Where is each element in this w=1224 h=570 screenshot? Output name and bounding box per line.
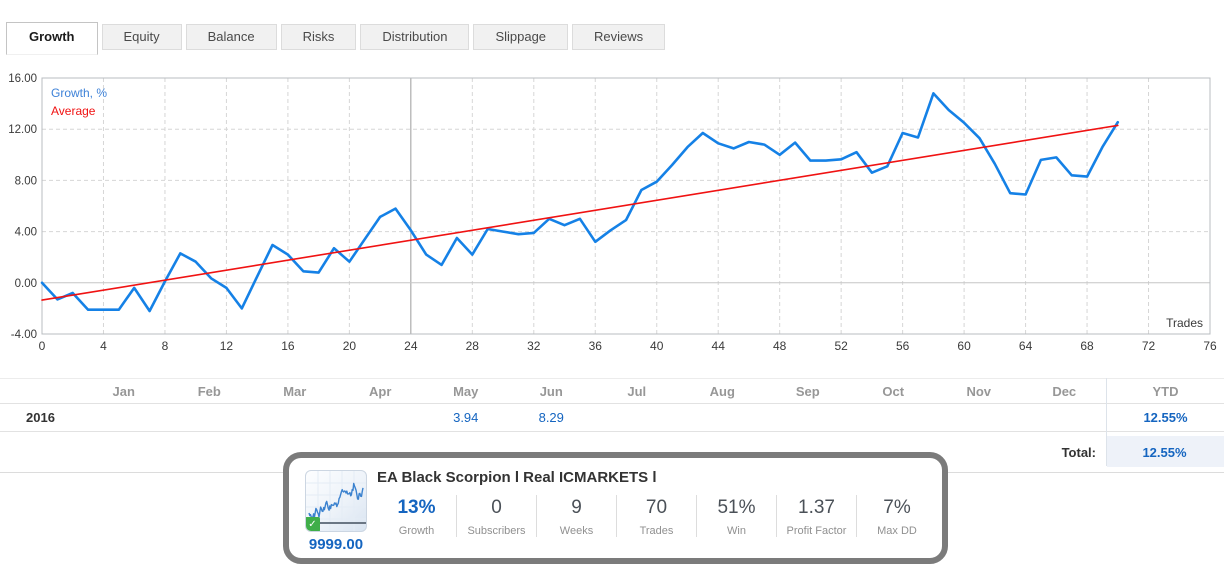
stat-label: Trades [639,525,674,537]
svg-text:64: 64 [1019,339,1033,353]
svg-text:16: 16 [281,339,295,353]
stat-label: Win [727,525,746,537]
svg-text:68: 68 [1080,339,1094,353]
total-ytd-value: 12.55% [1142,444,1187,460]
svg-text:32: 32 [527,339,541,353]
svg-text:48: 48 [773,339,787,353]
tab-distribution[interactable]: Distribution [360,24,470,50]
stat-value: 13% [397,497,436,518]
verified-check-icon: ✓ [306,517,320,531]
svg-text:52: 52 [834,339,848,353]
stat-profit-factor: 1.37 Profit Factor [777,495,857,537]
svg-text:Growth, %: Growth, % [51,86,107,100]
stat-value: 0 [491,497,502,518]
tab-bar: Growth Equity Balance Risks Distribution Slip… [6,22,669,55]
svg-text:28: 28 [466,339,480,353]
tab-equity[interactable]: Equity [101,24,182,50]
month-header-cell: Jun [539,383,563,399]
table-border-top [0,378,1224,379]
svg-text:-4.00: -4.00 [11,329,37,341]
svg-text:72: 72 [1142,339,1156,353]
stat-label: Max DD [877,525,917,537]
signal-title[interactable]: EA Black Scorpion l Real ICMARKETS l [377,469,657,486]
svg-text:12.00: 12.00 [8,124,37,136]
stat-trades: 70 Trades [617,495,697,537]
month-header-cell: Nov [966,383,992,399]
ytd-column-separator [1106,378,1107,466]
signal-stats-row: 13% Growth 0 Subscribers 9 Weeks 70 Trades 51% Wi… [377,495,937,537]
svg-text:60: 60 [957,339,971,353]
table-row: 2016 3.94 8.29 12.55% [0,406,1224,428]
svg-text:4.00: 4.00 [15,227,37,239]
tab-risks[interactable]: Risks [280,24,357,50]
stat-win: 51% Win [697,495,777,537]
svg-text:40: 40 [650,339,664,353]
stat-label: Weeks [559,525,594,537]
stat-value: 70 [645,497,668,518]
svg-text:8: 8 [162,339,169,353]
month-value-cell: 3.94 [453,409,479,425]
tab-slippage[interactable]: Slippage [473,24,569,50]
month-header-cell: Aug [709,383,735,399]
month-header-cell: Mar [283,383,307,399]
stat-subscribers: 0 Subscribers [457,495,537,537]
stat-weeks: 9 Weeks [537,495,617,537]
stat-value: 9 [571,497,582,518]
tab-reviews[interactable]: Reviews [572,24,666,50]
svg-text:8.00: 8.00 [15,175,37,187]
svg-text:36: 36 [589,339,603,353]
signal-widget-card[interactable]: ✓ 9999.00 EA Black Scorpion l Real ICMAR… [283,452,948,564]
svg-text:20: 20 [343,339,357,353]
stat-label: Growth [398,525,435,537]
month-header-cell: Jan [112,383,135,399]
ytd-value-cell: 12.55% [1143,409,1188,425]
svg-text:Trades: Trades [1166,316,1203,330]
month-header-cell: Feb [197,383,221,399]
svg-text:0: 0 [39,339,46,353]
stat-value: 1.37 [798,497,835,518]
month-header-cell: Dec [1052,383,1077,399]
table-total-row: Total: 12.55% [0,440,1224,464]
table-border-header [0,403,1224,404]
month-header-cell: May [453,383,479,399]
svg-text:56: 56 [896,339,910,353]
svg-text:44: 44 [712,339,726,353]
svg-text:12: 12 [220,339,234,353]
svg-text:4: 4 [100,339,107,353]
stat-value: 7% [883,497,911,518]
total-label: Total: [1061,444,1096,460]
ytd-header-cell: YTD [1152,383,1179,399]
year-cell: 2016 [26,409,55,425]
month-header-cell: Oct [882,383,905,399]
month-header-cell: Jul [627,383,647,399]
tab-balance[interactable]: Balance [185,24,277,50]
table-border-row [0,431,1224,432]
month-header-cell: Sep [795,383,820,399]
stat-label: Profit Factor [786,525,847,537]
svg-text:16.00: 16.00 [8,73,37,85]
signal-price: 9999.00 [308,536,364,553]
stat-value: 51% [717,497,756,518]
ytd-total-cell-bg [1107,436,1224,467]
stat-max-dd: 7% Max DD [857,495,937,537]
signal-thumbnail[interactable]: ✓ [305,470,367,532]
svg-text:0.00: 0.00 [15,278,37,290]
svg-text:76: 76 [1203,339,1217,353]
tab-growth[interactable]: Growth [6,22,98,55]
svg-text:Average: Average [51,104,96,118]
table-header-row: Jan Feb Mar Apr May Jun Jul Aug Sep Oct Nov Dec YTD [0,380,1224,402]
stat-growth: 13% Growth [377,495,457,537]
month-header-cell: Apr [369,383,392,399]
stat-label: Subscribers [467,525,526,537]
svg-text:24: 24 [404,339,418,353]
month-value-cell: 8.29 [538,409,564,425]
